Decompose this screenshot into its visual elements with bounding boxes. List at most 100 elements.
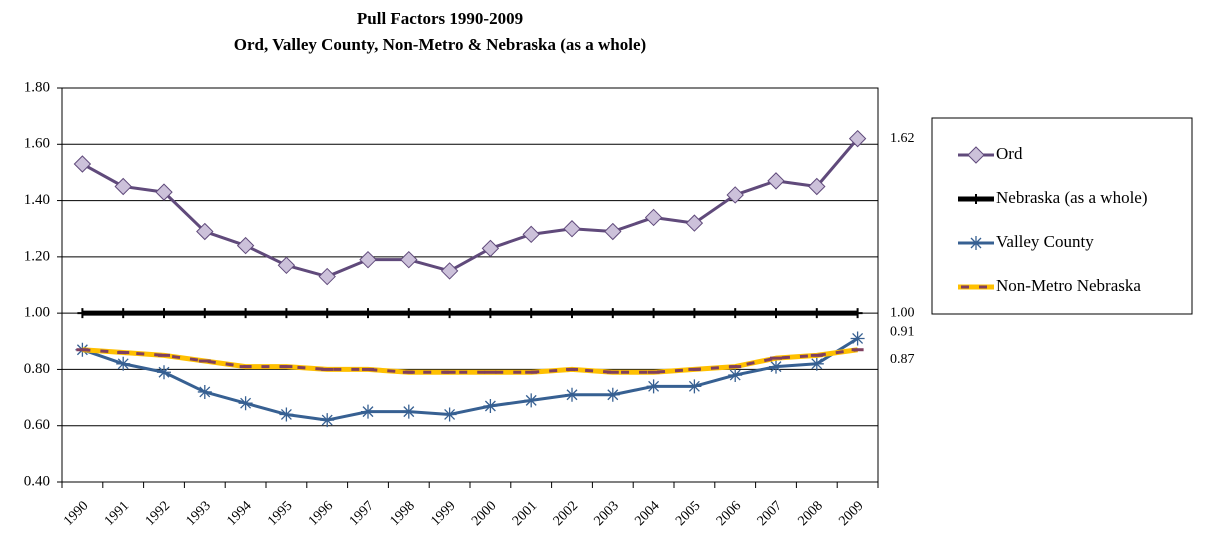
- point: [157, 365, 171, 380]
- x-tick-label: 1995: [265, 498, 295, 528]
- point: [689, 308, 700, 319]
- point: [852, 308, 863, 319]
- legend-label: Non-Metro Nebraska: [996, 276, 1141, 295]
- plot-area: [61, 87, 879, 483]
- x-tick-label: 1992: [143, 498, 173, 528]
- point: [197, 384, 212, 399]
- point: [240, 308, 251, 319]
- x-tick-label: 1991: [102, 498, 132, 528]
- point: [400, 250, 418, 269]
- point: [685, 214, 704, 232]
- value-label: 0.87: [890, 352, 915, 367]
- point: [116, 356, 131, 371]
- point: [607, 308, 618, 319]
- point: [604, 222, 622, 241]
- point: [236, 236, 255, 255]
- point: [730, 308, 741, 319]
- series-line: [81, 337, 859, 422]
- point: [442, 407, 457, 422]
- point: [359, 250, 377, 269]
- point: [401, 404, 416, 419]
- point: [277, 256, 296, 275]
- point: [605, 387, 620, 402]
- x-tick-label: 1994: [224, 498, 254, 528]
- x-tick-label: 2003: [591, 498, 621, 528]
- y-tick-label: 1.60: [24, 136, 50, 152]
- x-tick-label: 2000: [469, 498, 499, 528]
- x-tick-label: 2007: [755, 498, 785, 528]
- y-tick-label: 0.40: [24, 473, 50, 489]
- point: [118, 308, 129, 319]
- point: [644, 208, 663, 227]
- x-tick-label: 2004: [632, 498, 662, 528]
- point: [524, 393, 539, 408]
- point: [850, 331, 865, 346]
- y-tick-label: 1.20: [24, 248, 50, 264]
- x-tick-label: 2008: [795, 498, 825, 528]
- x-tick-label: 1996: [306, 498, 336, 528]
- point: [648, 308, 659, 319]
- point: [646, 379, 661, 394]
- point: [403, 308, 414, 319]
- point: [481, 239, 500, 258]
- point: [361, 404, 375, 419]
- legend-marker: [967, 146, 985, 164]
- point: [279, 407, 294, 422]
- point: [811, 308, 822, 319]
- point: [440, 262, 459, 280]
- x-tick-label: 1997: [347, 498, 377, 528]
- point: [565, 387, 579, 402]
- value-label: 1.00: [890, 305, 915, 320]
- point: [809, 356, 824, 371]
- value-label: 1.62: [890, 131, 915, 146]
- point: [771, 308, 781, 319]
- point: [526, 308, 537, 319]
- point: [155, 183, 173, 201]
- legend-label: Valley County: [996, 232, 1094, 251]
- x-tick-label: 1993: [183, 498, 213, 528]
- legend-marker: [969, 236, 983, 250]
- legend-label: Ord: [996, 144, 1023, 163]
- point: [159, 308, 169, 319]
- point: [563, 220, 581, 238]
- x-tick-label: 1999: [428, 498, 458, 528]
- point: [318, 267, 336, 286]
- y-tick-label: 1.40: [24, 192, 50, 208]
- x-tick-label: 2006: [714, 498, 744, 528]
- point: [522, 225, 540, 244]
- legend-marker: [971, 194, 981, 204]
- point: [767, 172, 785, 190]
- point: [238, 396, 253, 411]
- series-dash: [82, 348, 858, 374]
- series-line: [82, 347, 858, 375]
- chart-subtitle: Ord, Valley County, Non-Metro & Nebraska…: [234, 35, 646, 54]
- y-tick-label: 0.80: [24, 361, 50, 377]
- point: [726, 186, 744, 204]
- x-tick-label: 1990: [61, 498, 91, 528]
- point: [567, 308, 577, 319]
- x-tick-label: 2005: [673, 498, 703, 528]
- point: [808, 177, 826, 196]
- x-tick-label: 2009: [836, 498, 866, 528]
- chart-title: Pull Factors 1990-2009: [357, 9, 523, 28]
- point: [363, 308, 373, 319]
- point: [687, 379, 702, 394]
- series-line: [81, 137, 859, 279]
- point: [199, 308, 210, 319]
- y-tick-label: 1.80: [24, 79, 50, 95]
- x-tick-label: 1998: [387, 498, 417, 528]
- point: [769, 359, 783, 374]
- point: [73, 155, 92, 173]
- x-tick-label: 2001: [510, 498, 540, 528]
- point: [77, 308, 88, 319]
- y-tick-label: 1.00: [24, 305, 50, 321]
- point: [196, 222, 214, 241]
- y-tick-label: 0.60: [24, 417, 50, 433]
- value-label: 0.91: [890, 325, 915, 340]
- point: [322, 308, 333, 319]
- point: [728, 368, 743, 383]
- point: [114, 177, 132, 196]
- point: [444, 308, 455, 319]
- point: [848, 129, 867, 148]
- point: [485, 308, 496, 319]
